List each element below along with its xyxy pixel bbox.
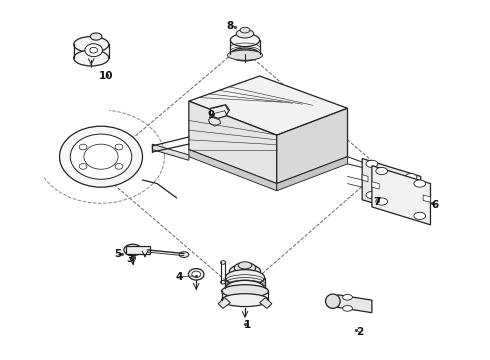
Text: 3: 3 xyxy=(127,254,134,264)
Ellipse shape xyxy=(79,163,87,169)
Ellipse shape xyxy=(405,174,417,181)
Text: 1: 1 xyxy=(244,320,251,330)
Ellipse shape xyxy=(220,280,225,284)
Ellipse shape xyxy=(376,198,388,205)
Polygon shape xyxy=(218,298,230,309)
Polygon shape xyxy=(372,182,379,189)
Polygon shape xyxy=(126,246,150,253)
Ellipse shape xyxy=(414,212,426,220)
Text: 2: 2 xyxy=(356,327,363,337)
Ellipse shape xyxy=(188,269,204,280)
Ellipse shape xyxy=(84,144,118,169)
Text: 5: 5 xyxy=(115,248,122,258)
Ellipse shape xyxy=(79,144,87,150)
Polygon shape xyxy=(277,157,347,191)
Ellipse shape xyxy=(70,134,132,179)
Ellipse shape xyxy=(366,192,378,199)
Ellipse shape xyxy=(115,144,123,150)
Ellipse shape xyxy=(230,34,260,46)
Text: 4: 4 xyxy=(175,272,183,282)
Ellipse shape xyxy=(366,160,378,167)
Ellipse shape xyxy=(221,285,269,298)
Ellipse shape xyxy=(234,262,256,273)
Ellipse shape xyxy=(74,37,109,52)
Polygon shape xyxy=(189,76,347,135)
Ellipse shape xyxy=(225,280,265,296)
Ellipse shape xyxy=(220,261,225,264)
Polygon shape xyxy=(338,295,372,313)
Ellipse shape xyxy=(325,294,340,309)
Ellipse shape xyxy=(405,205,417,212)
Polygon shape xyxy=(189,149,277,191)
Ellipse shape xyxy=(240,27,250,33)
Ellipse shape xyxy=(343,294,352,300)
Ellipse shape xyxy=(343,306,352,311)
Polygon shape xyxy=(189,101,277,184)
Text: 10: 10 xyxy=(98,71,113,81)
Ellipse shape xyxy=(229,264,261,279)
Polygon shape xyxy=(423,195,431,202)
Ellipse shape xyxy=(74,50,109,66)
Ellipse shape xyxy=(238,262,252,269)
Text: 7: 7 xyxy=(373,197,380,207)
Ellipse shape xyxy=(124,244,142,256)
Ellipse shape xyxy=(179,252,189,257)
Text: 8: 8 xyxy=(227,21,234,31)
Text: 6: 6 xyxy=(432,200,439,210)
Ellipse shape xyxy=(414,180,426,187)
Polygon shape xyxy=(260,298,272,309)
Ellipse shape xyxy=(230,48,260,61)
Ellipse shape xyxy=(85,44,102,57)
Ellipse shape xyxy=(90,33,102,40)
Polygon shape xyxy=(152,144,189,160)
Ellipse shape xyxy=(59,126,143,187)
Ellipse shape xyxy=(376,167,388,175)
Polygon shape xyxy=(362,175,368,182)
Ellipse shape xyxy=(221,294,269,307)
Polygon shape xyxy=(277,108,347,184)
Polygon shape xyxy=(372,166,431,225)
Ellipse shape xyxy=(227,50,263,60)
Ellipse shape xyxy=(225,270,265,285)
Ellipse shape xyxy=(90,47,98,53)
Ellipse shape xyxy=(128,247,138,253)
Text: 9: 9 xyxy=(207,111,215,121)
Ellipse shape xyxy=(236,30,254,38)
Polygon shape xyxy=(208,117,220,126)
Polygon shape xyxy=(362,158,421,218)
Polygon shape xyxy=(210,105,229,118)
Ellipse shape xyxy=(192,271,200,278)
Polygon shape xyxy=(415,187,421,194)
Ellipse shape xyxy=(115,163,123,169)
